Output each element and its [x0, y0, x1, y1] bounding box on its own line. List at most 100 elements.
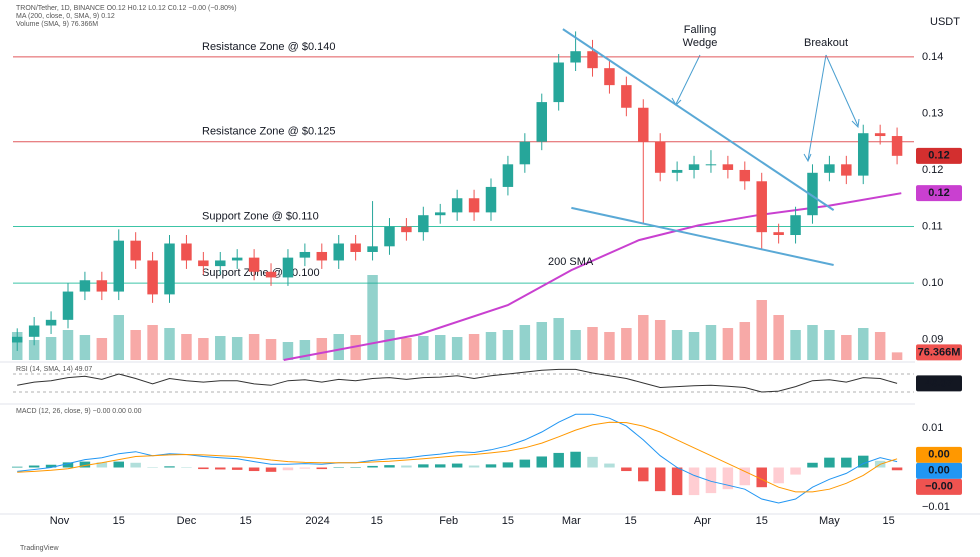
histogram-bar	[299, 467, 311, 469]
arrow-head	[803, 153, 812, 163]
rsi-badge-box	[916, 375, 962, 392]
x-tick-label: Dec	[177, 515, 197, 527]
arrow	[825, 54, 859, 127]
y-tick-label: 0.01	[922, 422, 943, 434]
candle-body	[231, 257, 243, 261]
candle-body	[671, 169, 683, 173]
macd-badge-box	[916, 446, 962, 463]
annotation: Falling	[684, 24, 716, 36]
candle-body	[536, 102, 548, 142]
legend-line: MA (200, close, 0, SMA, 9) 0.12	[16, 13, 115, 20]
arrow	[807, 54, 827, 161]
histogram-bar	[384, 465, 395, 468]
y-tick-label: 0.13	[922, 107, 943, 119]
x-tick-label: 15	[240, 515, 252, 527]
macd-badge-box	[916, 462, 962, 479]
histogram-bar	[502, 462, 514, 468]
histogram-bar	[705, 467, 717, 494]
candle-body	[790, 215, 801, 236]
volume-badge: 76.366M	[918, 346, 961, 358]
volume-bar	[350, 335, 361, 360]
candle-body	[756, 181, 767, 233]
candle-body	[722, 164, 734, 170]
volume-bar	[570, 330, 581, 360]
histogram-bar	[790, 467, 801, 475]
histogram-bar	[468, 465, 480, 468]
histogram-bar	[215, 467, 226, 470]
volume-bar	[181, 334, 192, 360]
candle-body	[333, 243, 344, 261]
volume-bar	[739, 322, 751, 360]
volume-bar	[891, 352, 903, 360]
volume-bar	[485, 332, 497, 360]
rsi-badge: 49.07	[925, 377, 953, 389]
volume-bar	[722, 328, 734, 360]
volume-bar	[367, 275, 378, 360]
histogram-bar	[248, 467, 260, 472]
volume-badge-box	[916, 344, 962, 361]
candle-body	[198, 260, 209, 267]
histogram-bar	[62, 462, 74, 468]
candle-body	[587, 51, 598, 69]
y-tick-label: 0.14	[922, 51, 943, 63]
volume-bar	[215, 336, 226, 360]
volume-bar	[130, 330, 141, 360]
y-tick-label: −0.01	[922, 501, 950, 513]
candle-body	[519, 141, 531, 165]
volume-bar	[688, 332, 700, 360]
macd-line	[17, 421, 898, 493]
histogram-bar	[434, 464, 446, 468]
volume-bar	[671, 330, 683, 360]
volume-bar	[164, 328, 175, 360]
x-tick-label: 15	[371, 515, 383, 527]
volume-bar	[62, 330, 74, 360]
histogram-bar	[45, 464, 57, 468]
histogram-bar	[198, 467, 209, 470]
pane-title: RSI (14, SMA, 14) 49.07	[16, 366, 92, 373]
candle-body	[113, 240, 124, 292]
candle-body	[282, 257, 294, 278]
candle-body	[874, 133, 886, 137]
volume-bar	[638, 315, 649, 360]
candle-body	[96, 280, 108, 292]
macd-badge: 0.00	[928, 465, 949, 477]
candle-body	[28, 325, 40, 337]
candle-body	[79, 280, 91, 292]
volume-bar	[654, 320, 666, 360]
candle-body	[604, 68, 615, 86]
histogram-bar	[891, 467, 903, 471]
candle-body	[654, 141, 666, 173]
zone-label: Resistance Zone @ $0.125	[202, 126, 335, 138]
volume-bar	[79, 335, 91, 360]
volume-bar	[874, 332, 886, 360]
volume-bar	[773, 315, 784, 360]
histogram-bar	[536, 456, 548, 468]
candle-body	[891, 136, 903, 156]
histogram-bar	[671, 467, 683, 496]
histogram-bar	[638, 467, 649, 482]
x-tick-label: 15	[882, 515, 894, 527]
candle-body	[468, 198, 480, 213]
candle-body	[857, 133, 869, 176]
zone-label: Resistance Zone @ $0.140	[202, 41, 335, 53]
candle-body	[11, 336, 23, 343]
x-tick-label: 15	[113, 515, 125, 527]
volume-bar	[113, 315, 124, 360]
candle-body	[638, 107, 649, 142]
volume-bar	[434, 335, 446, 360]
histogram-bar	[485, 464, 497, 468]
histogram-bar	[857, 455, 869, 468]
volume-bar	[553, 318, 564, 360]
x-tick-label: 15	[624, 515, 636, 527]
histogram-bar	[654, 467, 666, 492]
histogram-bar	[570, 451, 581, 468]
histogram-bar	[773, 467, 784, 484]
x-tick-label: May	[819, 515, 840, 527]
legend-line: Volume (SMA, 9) 76.366M	[16, 21, 98, 28]
y-tick-label: 0.10	[922, 277, 943, 289]
candle-body	[62, 291, 74, 320]
histogram-bar	[756, 467, 767, 488]
y-tick-label: 0.09	[922, 334, 943, 346]
volume-bar	[316, 338, 328, 360]
